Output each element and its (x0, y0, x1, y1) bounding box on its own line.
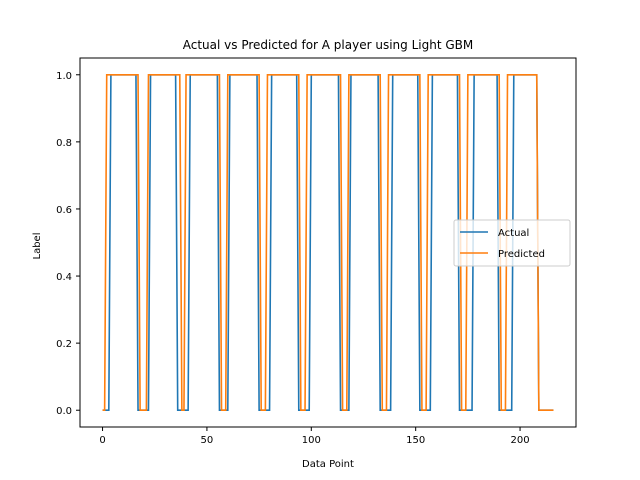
legend: Actual Predicted (453, 219, 571, 267)
plot-frame (79, 57, 577, 428)
y-axis-label: Label (32, 233, 43, 260)
x-axis-label: Data Point (302, 459, 354, 470)
y-tick-label: 0.8 (56, 138, 72, 149)
y-tick-label: 0.6 (56, 205, 72, 216)
y-tick-label: 0.2 (56, 339, 72, 350)
x-tick-label: 100 (302, 435, 321, 446)
legend-label-predicted: Predicted (498, 249, 545, 260)
chart-title: Actual vs Predicted for A player using L… (183, 38, 473, 52)
y-tick-label: 0.4 (56, 272, 72, 283)
x-tick-label: 0 (99, 435, 105, 446)
x-tick-label: 50 (201, 435, 214, 446)
legend-label-actual: Actual (498, 228, 529, 239)
x-tick-label: 200 (511, 435, 530, 446)
y-tick-label: 1.0 (56, 71, 72, 82)
y-axis: 0.0 0.2 0.4 0.6 0.8 1.0 (56, 71, 80, 417)
x-axis: 0 50 100 150 200 (99, 427, 530, 446)
x-tick-label: 150 (406, 435, 425, 446)
y-tick-label: 0.0 (56, 406, 72, 417)
